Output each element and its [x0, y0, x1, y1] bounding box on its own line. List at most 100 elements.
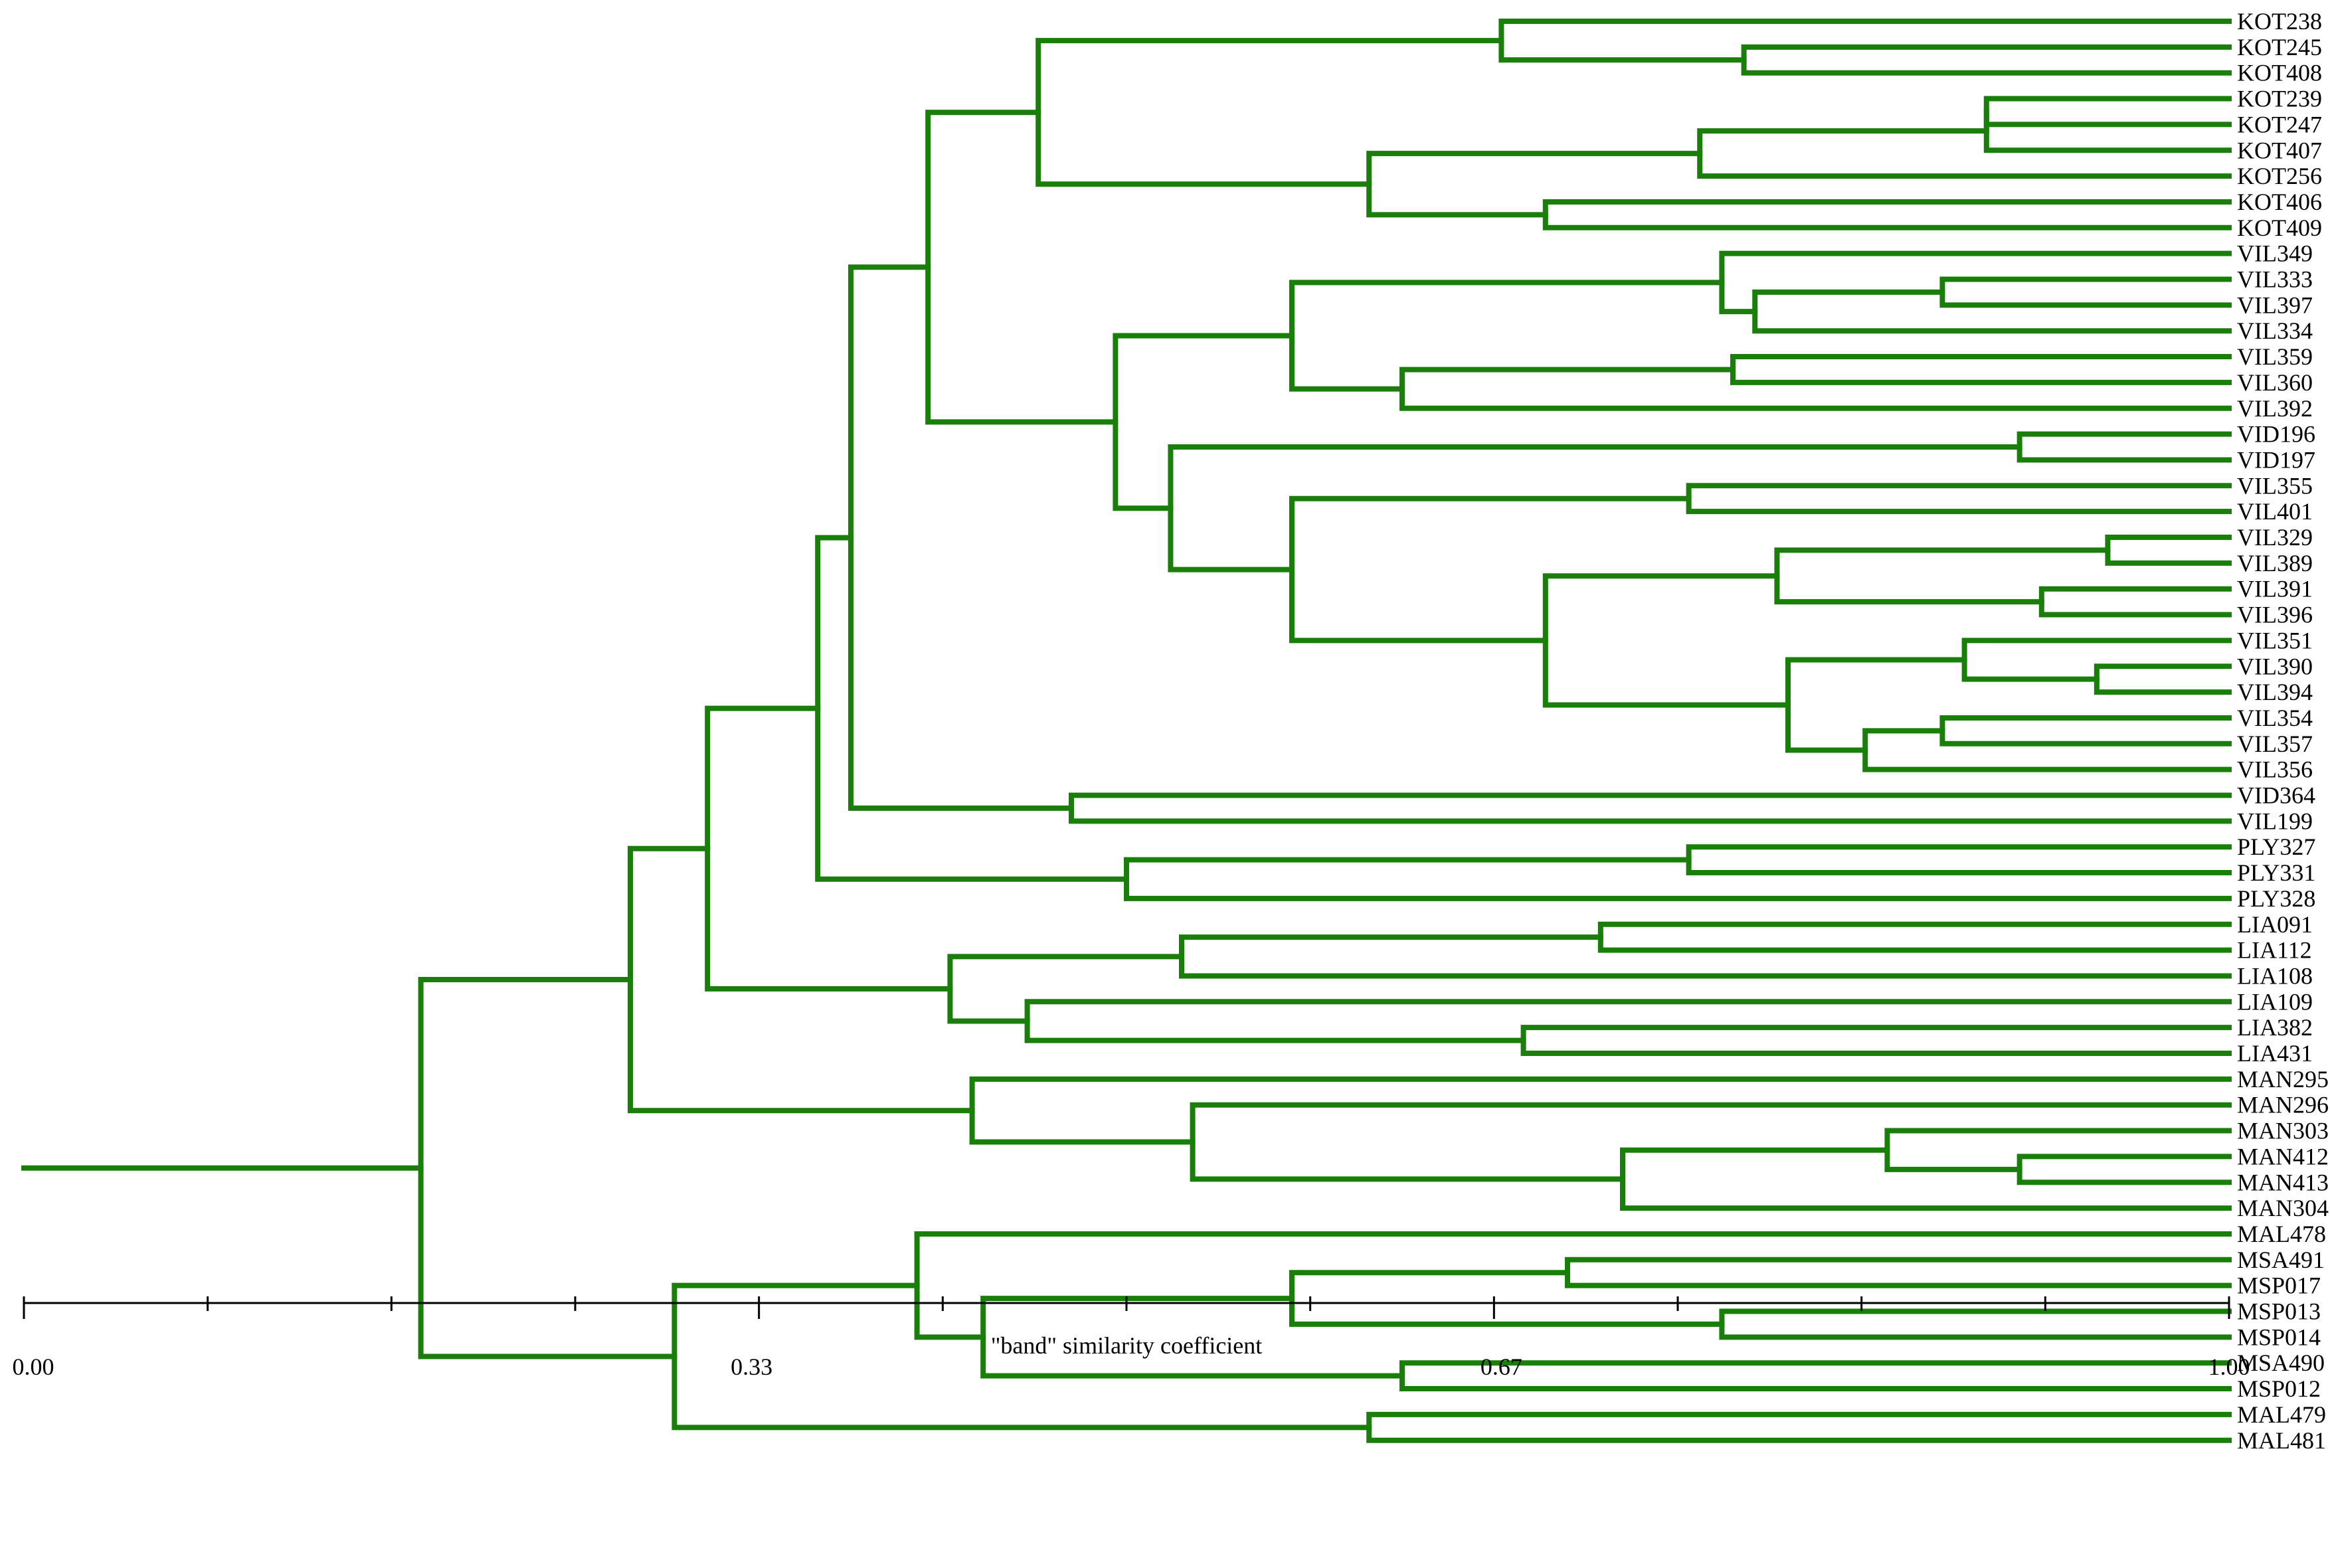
leaf-labels: KOT238KOT245KOT408KOT239KOT247KOT407KOT2… [2237, 8, 2329, 1454]
x-axis-tick-labels: 0.00 0.33 0.67 1.00 [13, 1353, 2250, 1380]
branch-n32 [1686, 844, 2232, 876]
branch-n34 [815, 535, 1129, 882]
branch-n24 [1785, 657, 1967, 753]
branch-n23 [1862, 728, 2232, 772]
branch-n10 [1752, 289, 2232, 334]
branch-n44 [1190, 1102, 2232, 1182]
leaf-label-kot408: KOT408 [2237, 60, 2322, 86]
leaf-label-vil389: VIL389 [2237, 550, 2313, 576]
leaf-label-man412: MAN412 [2237, 1143, 2329, 1170]
leaf-label-mal478: MAL478 [2237, 1221, 2326, 1247]
leaf-label-vil401: VIL401 [2237, 498, 2313, 525]
leaf-label-vil355: VIL355 [2237, 472, 2313, 499]
leaf-label-man303: MAN303 [2237, 1118, 2329, 1144]
leaf-label-msa491: MSA491 [2237, 1247, 2325, 1273]
branch-n41 [2016, 1154, 2232, 1185]
branch-n16 [1686, 483, 2232, 515]
branch-n42 [1884, 1128, 2232, 1172]
leaf-label-vil392: VIL392 [2237, 395, 2313, 422]
leaf-label-vil360: VIL360 [2237, 369, 2313, 396]
leaf-label-vil359: VIL359 [2237, 343, 2313, 370]
leaf-label-ply331: PLY331 [2237, 859, 2315, 886]
leaf-label-vil351: VIL351 [2237, 627, 2313, 653]
leaf-label-kot409: KOT409 [2237, 215, 2322, 241]
branch-n17 [2105, 535, 2232, 566]
branch-n8 [1035, 38, 1504, 187]
leaf-label-kot256: KOT256 [2237, 163, 2322, 189]
leaf-label-man296: MAN296 [2237, 1092, 2329, 1118]
leaf-label-vil396: VIL396 [2237, 602, 2313, 628]
leaf-label-vil357: VIL357 [2237, 731, 2313, 757]
leaf-label-kot239: KOT239 [2237, 86, 2322, 112]
branch-n33 [1124, 857, 2232, 901]
leaf-label-man295: MAN295 [2237, 1066, 2329, 1092]
leaf-label-vil349: VIL349 [2237, 240, 2313, 267]
leaf-label-lia112: LIA112 [2237, 937, 2312, 964]
branch-n25 [1542, 573, 1791, 708]
leaf-label-vil391: VIL391 [2237, 576, 2313, 602]
leaf-label-msp013: MSP013 [2237, 1298, 2321, 1325]
branch-n46 [628, 845, 975, 1114]
branch-n22 [1939, 715, 2232, 746]
leaf-label-vil356: VIL356 [2237, 756, 2313, 783]
leaf-label-kot247: KOT247 [2237, 111, 2322, 137]
branch-n4 [1983, 108, 2232, 153]
leaf-label-msp017: MSP017 [2237, 1272, 2321, 1299]
branch-n50 [1399, 1360, 2232, 1392]
branch-n14 [1289, 280, 1725, 392]
leaf-label-kot406: KOT406 [2237, 189, 2322, 215]
leaf-label-vil394: VIL394 [2237, 679, 2313, 705]
branch-n53 [1366, 1411, 2232, 1443]
branch-n29 [925, 110, 1119, 425]
branch-n31 [848, 264, 1074, 811]
branch-n7 [1366, 151, 1703, 218]
leaf-label-vid196: VID196 [2237, 421, 2315, 448]
branch-n40 [705, 705, 953, 992]
branch-n37 [1520, 1025, 2232, 1056]
branch-n55 [418, 976, 677, 1359]
branch-n18 [2038, 586, 2232, 618]
leaf-label-msp014: MSP014 [2237, 1324, 2321, 1350]
branch-n38 [1024, 999, 2232, 1043]
leaf-label-vil397: VIL397 [2237, 292, 2313, 318]
leaf-label-man413: MAN413 [2237, 1169, 2329, 1195]
tick-label-2: 0.67 [1480, 1353, 1522, 1380]
branch-n15 [2016, 431, 2232, 463]
leaf-label-man304: MAN304 [2237, 1195, 2329, 1221]
x-axis-title: "band" similarity coefficient [991, 1332, 1263, 1359]
tick-label-0: 0.00 [13, 1353, 54, 1380]
leaf-label-vid364: VID364 [2237, 782, 2315, 809]
tick-label-1: 0.33 [731, 1353, 772, 1380]
leaf-label-ply327: PLY327 [2237, 833, 2315, 860]
leaf-label-lia109: LIA109 [2237, 988, 2313, 1015]
x-axis: 0.00 0.33 0.67 1.00 "band" similarity coeff… [13, 1296, 2250, 1380]
leaf-label-msp012: MSP012 [2237, 1375, 2321, 1402]
branch-n49 [1289, 1270, 1725, 1327]
leaf-label-mal481: MAL481 [2237, 1427, 2326, 1454]
branch-n1 [1741, 44, 2232, 76]
branch-n35 [1597, 921, 2232, 953]
branch-n2 [1498, 19, 2232, 63]
branch-n26 [1289, 495, 1692, 644]
branch-n5 [1697, 128, 2232, 179]
leaf-label-kot238: KOT238 [2237, 8, 2322, 35]
leaf-label-kot245: KOT245 [2237, 34, 2322, 60]
branch-n36 [1179, 934, 2232, 979]
leaf-label-vil333: VIL333 [2237, 266, 2313, 293]
leaf-label-vil199: VIL199 [2237, 808, 2313, 834]
tick-label-3: 1.00 [2208, 1353, 2250, 1380]
dendrogram-branches [21, 19, 2232, 1443]
branch-n47 [1565, 1257, 2232, 1288]
branch-n20 [2094, 663, 2232, 695]
leaf-label-vil390: VIL390 [2237, 653, 2313, 679]
branch-n48 [1719, 1308, 2232, 1340]
leaf-label-vil329: VIL329 [2237, 524, 2313, 551]
leaf-label-vil354: VIL354 [2237, 705, 2313, 731]
branch-n30 [1069, 792, 2232, 824]
leaf-label-vid197: VID197 [2237, 446, 2315, 473]
leaf-label-msa490: MSA490 [2237, 1350, 2325, 1376]
x-axis-ticks [23, 1296, 2230, 1319]
leaf-label-kot407: KOT407 [2237, 137, 2322, 163]
leaf-label-lia091: LIA091 [2237, 911, 2313, 938]
